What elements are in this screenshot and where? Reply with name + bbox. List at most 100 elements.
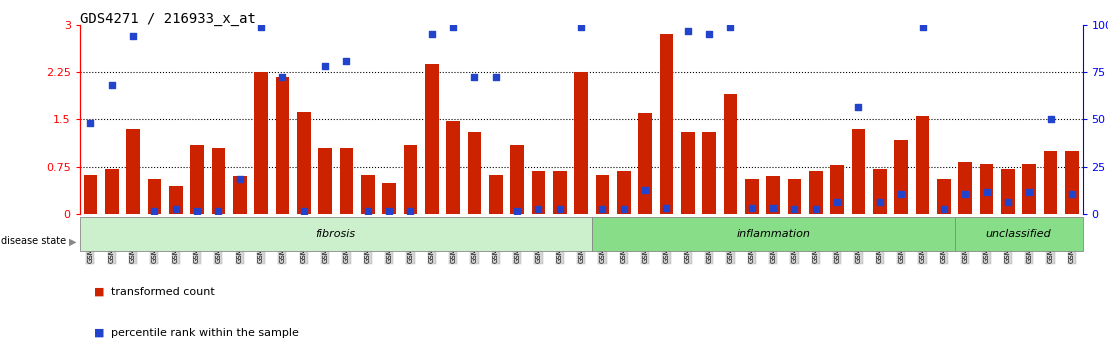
Text: inflammation: inflammation — [736, 229, 810, 239]
Bar — [681, 132, 695, 214]
Point — [1063, 191, 1080, 197]
Bar — [809, 171, 823, 214]
FancyBboxPatch shape — [80, 217, 592, 251]
Point — [999, 199, 1017, 204]
Point — [274, 74, 291, 79]
Bar — [468, 132, 481, 214]
Point — [103, 82, 121, 87]
Point — [530, 206, 547, 212]
Point — [786, 206, 803, 212]
Point — [338, 58, 356, 64]
Text: ■: ■ — [94, 287, 104, 297]
Point — [807, 206, 824, 212]
Point — [700, 31, 718, 36]
Bar — [191, 145, 204, 214]
Point — [444, 24, 462, 29]
Point — [230, 177, 248, 182]
Bar — [233, 176, 247, 214]
Point — [871, 199, 889, 204]
Bar — [403, 145, 418, 214]
Text: ▶: ▶ — [69, 236, 76, 246]
Bar — [617, 171, 630, 214]
Point — [977, 189, 995, 195]
Point — [829, 199, 847, 204]
Bar — [1023, 164, 1036, 214]
Bar — [447, 121, 460, 214]
Point — [509, 208, 526, 214]
Bar — [830, 165, 844, 214]
Text: percentile rank within the sample: percentile rank within the sample — [111, 328, 299, 338]
Bar — [532, 171, 545, 214]
Text: unclassified: unclassified — [986, 229, 1051, 239]
Bar — [574, 72, 588, 214]
Bar — [979, 164, 994, 214]
Point — [167, 206, 185, 212]
Point — [124, 33, 142, 38]
Point — [209, 208, 227, 214]
Bar — [873, 169, 886, 214]
Bar — [638, 113, 653, 214]
Bar — [212, 148, 225, 214]
Point — [914, 24, 932, 29]
Point — [679, 28, 697, 34]
Bar — [894, 140, 909, 214]
Point — [253, 24, 270, 29]
Bar — [788, 179, 801, 214]
Bar — [659, 34, 674, 214]
Point — [573, 24, 591, 29]
Bar — [915, 116, 930, 214]
Point — [935, 206, 953, 212]
Bar — [745, 179, 759, 214]
Point — [316, 63, 334, 69]
Point — [423, 32, 441, 37]
Bar — [297, 112, 310, 214]
Point — [359, 208, 377, 214]
Point — [188, 208, 206, 214]
Point — [380, 208, 398, 214]
Point — [486, 74, 504, 79]
Bar — [382, 183, 396, 214]
Bar — [83, 175, 98, 214]
Point — [1020, 189, 1038, 195]
Point — [465, 74, 483, 79]
Text: ■: ■ — [94, 328, 104, 338]
Point — [145, 208, 163, 214]
Point — [636, 187, 654, 193]
Point — [295, 208, 312, 214]
Bar — [958, 162, 972, 214]
Bar — [852, 129, 865, 214]
Point — [551, 206, 568, 212]
Point — [82, 120, 100, 125]
Point — [658, 205, 676, 211]
Point — [765, 205, 782, 211]
Bar — [724, 94, 738, 214]
Bar — [126, 129, 140, 214]
Bar — [595, 175, 609, 214]
Point — [743, 205, 761, 211]
Text: fibrosis: fibrosis — [316, 229, 356, 239]
Point — [401, 208, 419, 214]
FancyBboxPatch shape — [592, 217, 954, 251]
Bar — [276, 76, 289, 214]
Point — [721, 24, 739, 29]
FancyBboxPatch shape — [954, 217, 1083, 251]
Bar — [1044, 151, 1057, 214]
Bar — [489, 175, 503, 214]
Bar — [553, 171, 567, 214]
Bar — [1065, 151, 1079, 214]
Text: transformed count: transformed count — [111, 287, 215, 297]
Bar — [702, 132, 716, 214]
Bar — [767, 176, 780, 214]
Bar — [937, 179, 951, 214]
Bar — [361, 175, 375, 214]
Point — [892, 191, 910, 197]
Bar — [424, 64, 439, 214]
Bar — [1001, 169, 1015, 214]
Point — [1042, 116, 1059, 122]
Bar — [318, 148, 332, 214]
Point — [850, 104, 868, 110]
Point — [594, 206, 612, 212]
Text: disease state: disease state — [1, 236, 66, 246]
Bar — [168, 186, 183, 214]
Point — [615, 206, 633, 212]
